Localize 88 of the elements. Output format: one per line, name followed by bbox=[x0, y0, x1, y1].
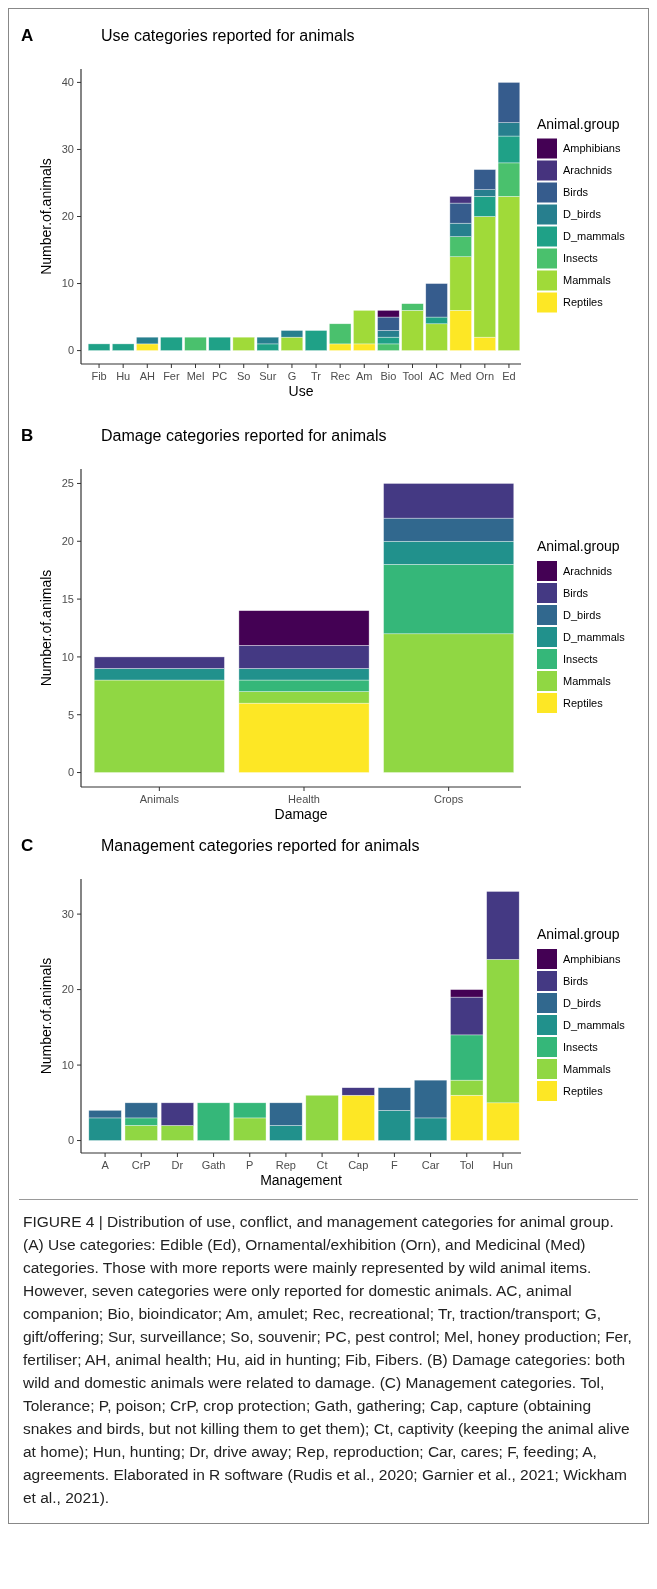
legend-label: Birds bbox=[563, 974, 589, 987]
x-axis-title: Management bbox=[260, 1172, 342, 1188]
x-tick-label: Orn bbox=[475, 370, 495, 382]
x-tick-label: A bbox=[101, 1159, 110, 1171]
x-tick-label: Dr bbox=[171, 1159, 184, 1171]
x-tick-label: Crops bbox=[433, 793, 464, 805]
legend-label: D_mammals bbox=[563, 230, 626, 243]
legend-label: Mammals bbox=[563, 274, 612, 287]
legend-label: D_mammals bbox=[563, 630, 626, 643]
x-tick-label: Bio bbox=[380, 370, 397, 382]
bar bbox=[305, 1094, 339, 1141]
y-tick-label: 10 bbox=[61, 277, 74, 290]
x-tick-label: Gath bbox=[201, 1159, 226, 1171]
legend-label: Mammals bbox=[563, 674, 612, 687]
text: C bbox=[21, 836, 34, 855]
legend-label: Reptiles bbox=[563, 296, 604, 309]
legend-label: Amphibians bbox=[563, 142, 621, 155]
legend-label: Arachnids bbox=[563, 164, 613, 177]
legend-label: Insects bbox=[563, 252, 599, 265]
y-axis-title: Number.of.animals bbox=[38, 158, 54, 275]
x-tick-label: Fib bbox=[91, 370, 107, 382]
y-tick-label: 20 bbox=[61, 535, 74, 548]
x-tick-label: Tool bbox=[402, 370, 423, 382]
legend-title: Animal.group bbox=[537, 926, 620, 942]
text: FIGURE 4 | Distribution of use, conflict, and management categories for animal group. (A) Use categories: Edible (Ed), Ornamental/exhibition (Orn), and Medicinal (Med) categories. Those with more reports were mainly represented by wild animal items. However, seven categories were only reported for domestic animals. AC, animal companion; Bio, bioindicator; Am, amulet; Rec, recreational; Tr, traction/transport; G, gift/offering; Sur, surveillance; So, souvenir; PC, pest control; Mel, honey production; Fer, fertiliser; AH, animal health; Hu, aid in hunting; Fib, Fibers. (B) Damage categories: both wild and domestic animals were related to damage. (C) Management categories. Tol, Tolerance; P, poison; CrP, crop protection; Gath, gathering; Cap, capture (obtaining snakes and birds, but not killing them to get them); Ct, captivity (keeping the animal alive at home); Hun, hunting; Dr, drive away; Rep, reproduction; Car, cares; F, feeding; A, agreements. Elaborated in R software (Rudis et al., 2020; Garnier et al., 2021; Wickham et al., 2021). bbox=[23, 1213, 632, 1506]
x-tick-label: Mel bbox=[186, 370, 205, 382]
legend-label: D_birds bbox=[563, 996, 602, 1009]
x-tick-label: Hun bbox=[492, 1159, 514, 1171]
y-tick-label: 20 bbox=[61, 983, 74, 996]
x-tick-label: AC bbox=[428, 370, 445, 382]
x-tick-label: Animals bbox=[139, 793, 180, 805]
chart-title: Use categories reported for animals bbox=[101, 27, 355, 44]
legend-title: Animal.group bbox=[537, 538, 620, 554]
y-tick-label: 10 bbox=[61, 650, 74, 663]
x-tick-label: G bbox=[287, 370, 297, 382]
y-tick-label: 10 bbox=[61, 1058, 74, 1071]
legend-label: Arachnids bbox=[563, 564, 613, 577]
x-tick-label: Hu bbox=[116, 370, 131, 382]
legend-label: Insects bbox=[563, 652, 599, 665]
x-tick-label: Sur bbox=[259, 370, 277, 382]
legend-label: Reptiles bbox=[563, 1084, 604, 1097]
x-tick-label: Ed bbox=[502, 370, 516, 382]
y-tick-label: 30 bbox=[61, 143, 74, 156]
y-tick-label: 15 bbox=[61, 592, 74, 605]
legend-label: D_birds bbox=[563, 208, 602, 221]
x-tick-label: CrP bbox=[131, 1159, 151, 1171]
y-tick-label: 5 bbox=[67, 708, 74, 721]
x-tick-label: PC bbox=[211, 370, 228, 382]
y-tick-label: 0 bbox=[67, 1134, 74, 1147]
chart-title: Damage categories reported for animals bbox=[101, 427, 387, 444]
legend-label: Reptiles bbox=[563, 696, 604, 709]
x-axis-title: Use bbox=[288, 383, 314, 399]
x-tick-label: Cap bbox=[348, 1159, 369, 1171]
chart-title: Management categories reported for animals bbox=[101, 837, 420, 854]
legend-title: Animal.group bbox=[537, 115, 620, 132]
legend-label: Birds bbox=[563, 186, 589, 199]
y-tick-label: 20 bbox=[61, 210, 74, 223]
x-tick-label: P bbox=[246, 1159, 254, 1171]
x-tick-label: F bbox=[391, 1159, 399, 1171]
bar bbox=[197, 1102, 231, 1141]
x-tick-label: Health bbox=[288, 793, 320, 805]
y-axis-title: Number.of.animals bbox=[38, 957, 54, 1075]
y-axis-title: Number.of.animals bbox=[38, 569, 54, 687]
x-tick-label: Rep bbox=[275, 1159, 297, 1171]
legend-label: Mammals bbox=[563, 1062, 612, 1075]
y-tick-label: 25 bbox=[61, 477, 74, 490]
x-tick-label: Tr bbox=[311, 370, 322, 382]
x-tick-label: So bbox=[236, 370, 251, 382]
x-axis-title: Damage bbox=[274, 806, 328, 822]
x-tick-label: Med bbox=[450, 370, 472, 382]
legend-label: D_mammals bbox=[563, 1018, 626, 1031]
legend-label: Birds bbox=[563, 586, 589, 599]
text: B bbox=[21, 426, 34, 445]
legend-label: D_birds bbox=[563, 608, 602, 621]
x-tick-label: Am bbox=[356, 370, 373, 382]
y-tick-label: 0 bbox=[67, 766, 74, 779]
x-tick-label: Car bbox=[421, 1159, 440, 1171]
legend-label: Amphibians bbox=[563, 952, 621, 965]
y-tick-label: 0 bbox=[67, 344, 74, 357]
x-tick-label: AH bbox=[139, 370, 155, 382]
y-tick-label: 40 bbox=[61, 76, 74, 89]
x-tick-label: Ct bbox=[316, 1159, 328, 1171]
x-tick-label: Tol bbox=[459, 1159, 474, 1171]
legend-label: Insects bbox=[563, 1040, 599, 1053]
x-tick-label: Fer bbox=[163, 370, 180, 382]
text: A bbox=[21, 26, 34, 45]
x-tick-label: Rec bbox=[330, 370, 351, 382]
y-tick-label: 30 bbox=[61, 907, 74, 920]
